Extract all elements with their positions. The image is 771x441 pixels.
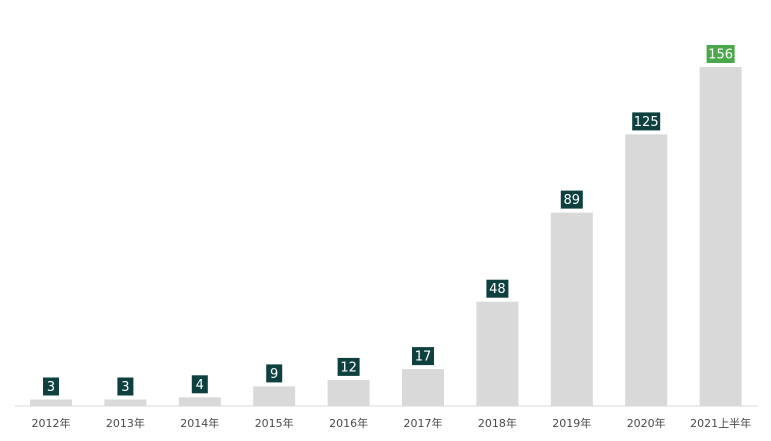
data-label-box bbox=[412, 347, 434, 366]
x-tick-labels-layer: 2012年 2013年 2014年 2015年 2016年 2017年 2018年 2019年… bbox=[32, 416, 752, 430]
data-label: 3 bbox=[121, 380, 129, 395]
x-tick-label: 2012年 bbox=[32, 416, 71, 430]
data-label-box bbox=[117, 377, 134, 396]
x-tick-label: 2016年 bbox=[329, 416, 368, 430]
data-label-box bbox=[191, 375, 208, 394]
data-label-box-highlight bbox=[706, 45, 735, 63]
bars-layer bbox=[30, 67, 742, 406]
x-tick-label: 2019年 bbox=[552, 416, 591, 430]
data-label: 4 bbox=[196, 378, 204, 393]
data-label-box bbox=[337, 357, 360, 376]
x-tick-label: 2021上半年 bbox=[690, 416, 751, 430]
data-label-box bbox=[560, 190, 583, 209]
x-tick-label: 2014年 bbox=[180, 416, 219, 430]
x-tick-label: 2017年 bbox=[404, 416, 443, 430]
bar bbox=[476, 301, 519, 406]
bar bbox=[550, 212, 593, 406]
x-tick-label: 2018年 bbox=[478, 416, 517, 430]
data-label: 89 bbox=[564, 193, 581, 208]
bar bbox=[253, 386, 296, 406]
data-label: 17 bbox=[415, 350, 432, 365]
data-label: 9 bbox=[270, 367, 278, 382]
bar bbox=[178, 397, 221, 406]
x-tick-label: 2015年 bbox=[255, 416, 294, 430]
data-label: 156 bbox=[708, 48, 733, 63]
data-labels-layer: 3 3 4 9 12 17 48 89 125 156 bbox=[43, 45, 735, 396]
data-label-box bbox=[486, 279, 509, 298]
data-label: 125 bbox=[634, 115, 659, 130]
x-tick-label: 2013年 bbox=[106, 416, 145, 430]
data-label-box bbox=[43, 377, 59, 396]
data-label: 48 bbox=[489, 282, 506, 297]
bar bbox=[104, 399, 147, 406]
x-tick-label: 2020年 bbox=[627, 416, 666, 430]
data-label: 3 bbox=[47, 380, 55, 395]
bar bbox=[625, 134, 668, 406]
bar bbox=[402, 369, 444, 406]
data-label: 12 bbox=[340, 360, 357, 375]
bar bbox=[327, 379, 370, 406]
bar bbox=[699, 67, 742, 406]
data-label-box bbox=[266, 364, 283, 383]
bar bbox=[30, 399, 72, 406]
data-label-box bbox=[632, 112, 661, 131]
